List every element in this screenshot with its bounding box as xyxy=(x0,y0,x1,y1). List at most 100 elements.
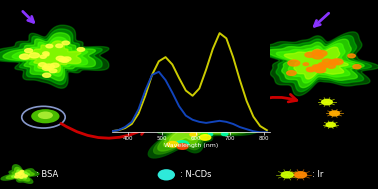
Circle shape xyxy=(307,67,315,72)
Polygon shape xyxy=(6,167,34,181)
Circle shape xyxy=(184,108,197,114)
Circle shape xyxy=(49,69,57,73)
Circle shape xyxy=(29,53,39,58)
Circle shape xyxy=(317,65,326,69)
Circle shape xyxy=(44,53,49,56)
Text: 7: 7 xyxy=(126,29,135,43)
Circle shape xyxy=(177,144,188,149)
Circle shape xyxy=(287,71,296,75)
Polygon shape xyxy=(154,105,242,151)
Circle shape xyxy=(42,66,51,70)
Polygon shape xyxy=(20,41,81,72)
Circle shape xyxy=(77,48,85,51)
Text: : BSA: : BSA xyxy=(36,170,58,179)
Circle shape xyxy=(15,173,21,176)
Circle shape xyxy=(294,172,307,178)
Polygon shape xyxy=(1,165,39,183)
Polygon shape xyxy=(11,170,29,179)
Circle shape xyxy=(62,41,70,45)
Ellipse shape xyxy=(31,109,60,123)
Circle shape xyxy=(313,50,322,54)
Circle shape xyxy=(43,73,51,77)
Circle shape xyxy=(176,141,189,147)
Circle shape xyxy=(46,44,53,48)
Circle shape xyxy=(208,133,213,136)
Circle shape xyxy=(315,67,326,73)
Circle shape xyxy=(20,177,23,178)
Circle shape xyxy=(353,65,361,69)
Circle shape xyxy=(314,65,324,70)
X-axis label: Wavelength (nm): Wavelength (nm) xyxy=(164,143,218,148)
Circle shape xyxy=(59,58,67,62)
Circle shape xyxy=(19,173,24,175)
Circle shape xyxy=(155,119,160,121)
Polygon shape xyxy=(3,33,96,81)
Circle shape xyxy=(190,133,197,136)
Circle shape xyxy=(172,112,178,115)
Polygon shape xyxy=(267,39,364,88)
Circle shape xyxy=(168,126,178,131)
Circle shape xyxy=(19,172,22,174)
Circle shape xyxy=(195,124,204,129)
Polygon shape xyxy=(149,101,249,154)
Circle shape xyxy=(61,59,68,62)
Circle shape xyxy=(39,63,46,67)
Circle shape xyxy=(201,132,207,135)
Circle shape xyxy=(51,63,59,67)
Polygon shape xyxy=(0,25,109,88)
Circle shape xyxy=(312,53,324,59)
Circle shape xyxy=(43,52,49,55)
Circle shape xyxy=(307,68,314,71)
Circle shape xyxy=(305,52,315,57)
Circle shape xyxy=(56,44,63,48)
Circle shape xyxy=(184,126,190,129)
Circle shape xyxy=(313,65,319,68)
Circle shape xyxy=(56,56,65,61)
Polygon shape xyxy=(259,36,372,92)
Circle shape xyxy=(202,122,208,125)
Circle shape xyxy=(23,175,27,177)
Circle shape xyxy=(197,118,205,122)
Text: : N-CDs: : N-CDs xyxy=(180,170,211,179)
Circle shape xyxy=(185,128,192,131)
Circle shape xyxy=(326,122,335,127)
Circle shape xyxy=(318,63,328,68)
Circle shape xyxy=(288,60,300,66)
Circle shape xyxy=(187,127,195,131)
Circle shape xyxy=(183,110,192,115)
Circle shape xyxy=(20,54,29,59)
Circle shape xyxy=(331,59,343,65)
Circle shape xyxy=(167,142,178,147)
Circle shape xyxy=(222,132,228,136)
Circle shape xyxy=(315,50,327,56)
Circle shape xyxy=(322,59,332,64)
Polygon shape xyxy=(143,97,258,158)
Circle shape xyxy=(327,64,335,68)
Circle shape xyxy=(182,128,191,132)
Polygon shape xyxy=(160,109,232,147)
Text: pH: pH xyxy=(165,29,183,42)
Polygon shape xyxy=(167,114,222,143)
Circle shape xyxy=(25,49,33,53)
Text: : Ir: : Ir xyxy=(312,170,323,179)
Circle shape xyxy=(281,172,293,178)
Ellipse shape xyxy=(158,169,175,180)
Circle shape xyxy=(63,57,71,61)
Polygon shape xyxy=(284,47,348,79)
Circle shape xyxy=(172,111,184,117)
Polygon shape xyxy=(251,32,378,96)
Circle shape xyxy=(200,135,211,140)
Circle shape xyxy=(194,126,201,130)
Polygon shape xyxy=(276,43,356,83)
Text: 2: 2 xyxy=(228,29,237,43)
Ellipse shape xyxy=(38,112,53,119)
Circle shape xyxy=(328,60,338,65)
Polygon shape xyxy=(12,37,88,76)
Circle shape xyxy=(19,172,22,174)
Polygon shape xyxy=(0,29,102,84)
Circle shape xyxy=(44,64,54,69)
Circle shape xyxy=(348,54,355,58)
Circle shape xyxy=(20,170,23,172)
Circle shape xyxy=(330,111,339,116)
Circle shape xyxy=(322,99,332,105)
